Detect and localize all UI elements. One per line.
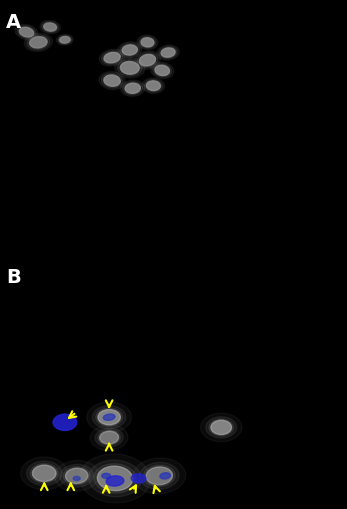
Ellipse shape — [21, 457, 68, 490]
Text: A: A — [6, 13, 21, 32]
Ellipse shape — [135, 52, 160, 70]
Ellipse shape — [98, 466, 133, 491]
Ellipse shape — [57, 36, 73, 46]
Ellipse shape — [120, 62, 139, 75]
Ellipse shape — [98, 430, 120, 445]
Ellipse shape — [60, 464, 93, 488]
Ellipse shape — [120, 81, 145, 97]
Ellipse shape — [146, 81, 160, 92]
Ellipse shape — [99, 72, 125, 91]
Ellipse shape — [118, 61, 142, 77]
Ellipse shape — [139, 55, 155, 67]
Ellipse shape — [118, 43, 142, 59]
Ellipse shape — [120, 44, 140, 58]
Ellipse shape — [123, 82, 143, 96]
Ellipse shape — [96, 408, 122, 427]
Ellipse shape — [87, 402, 132, 433]
Ellipse shape — [19, 29, 34, 38]
Ellipse shape — [26, 461, 62, 486]
Ellipse shape — [44, 24, 57, 32]
Ellipse shape — [104, 76, 120, 87]
Ellipse shape — [153, 65, 172, 78]
Ellipse shape — [27, 36, 50, 50]
Ellipse shape — [95, 428, 123, 447]
Ellipse shape — [157, 46, 179, 61]
Ellipse shape — [42, 22, 59, 34]
Ellipse shape — [161, 49, 175, 58]
Ellipse shape — [155, 66, 169, 76]
Ellipse shape — [80, 454, 150, 503]
Ellipse shape — [106, 476, 124, 486]
Ellipse shape — [201, 413, 242, 442]
Ellipse shape — [125, 84, 141, 94]
Ellipse shape — [159, 47, 177, 60]
Ellipse shape — [122, 46, 137, 56]
Ellipse shape — [90, 425, 128, 450]
Ellipse shape — [100, 431, 119, 444]
Text: B: B — [6, 267, 21, 286]
Ellipse shape — [143, 465, 175, 487]
Ellipse shape — [137, 53, 158, 69]
Ellipse shape — [144, 80, 162, 93]
Ellipse shape — [32, 465, 56, 482]
Ellipse shape — [88, 460, 142, 497]
Ellipse shape — [102, 473, 111, 478]
Ellipse shape — [133, 458, 186, 494]
Ellipse shape — [146, 467, 172, 485]
Ellipse shape — [63, 467, 90, 485]
Ellipse shape — [29, 38, 47, 49]
Ellipse shape — [54, 461, 99, 491]
Ellipse shape — [53, 414, 77, 431]
Ellipse shape — [151, 63, 174, 79]
Ellipse shape — [15, 25, 38, 41]
Ellipse shape — [66, 468, 88, 484]
Ellipse shape — [139, 463, 179, 489]
Ellipse shape — [40, 21, 60, 35]
Ellipse shape — [142, 79, 165, 94]
Ellipse shape — [58, 37, 72, 45]
Ellipse shape — [73, 476, 80, 480]
Ellipse shape — [98, 410, 120, 425]
Ellipse shape — [104, 53, 120, 64]
Ellipse shape — [102, 52, 122, 65]
Ellipse shape — [92, 406, 126, 429]
Ellipse shape — [206, 417, 237, 438]
Ellipse shape — [101, 74, 123, 89]
Ellipse shape — [131, 474, 146, 483]
Ellipse shape — [99, 50, 125, 67]
Ellipse shape — [60, 37, 70, 44]
Ellipse shape — [211, 420, 231, 435]
Ellipse shape — [103, 414, 115, 420]
Ellipse shape — [141, 39, 154, 48]
Ellipse shape — [160, 473, 170, 479]
Ellipse shape — [115, 59, 145, 79]
Ellipse shape — [94, 464, 136, 493]
Ellipse shape — [137, 36, 158, 50]
Ellipse shape — [24, 34, 52, 52]
Ellipse shape — [139, 37, 156, 49]
Ellipse shape — [30, 464, 58, 483]
Ellipse shape — [17, 27, 36, 39]
Ellipse shape — [209, 419, 234, 436]
